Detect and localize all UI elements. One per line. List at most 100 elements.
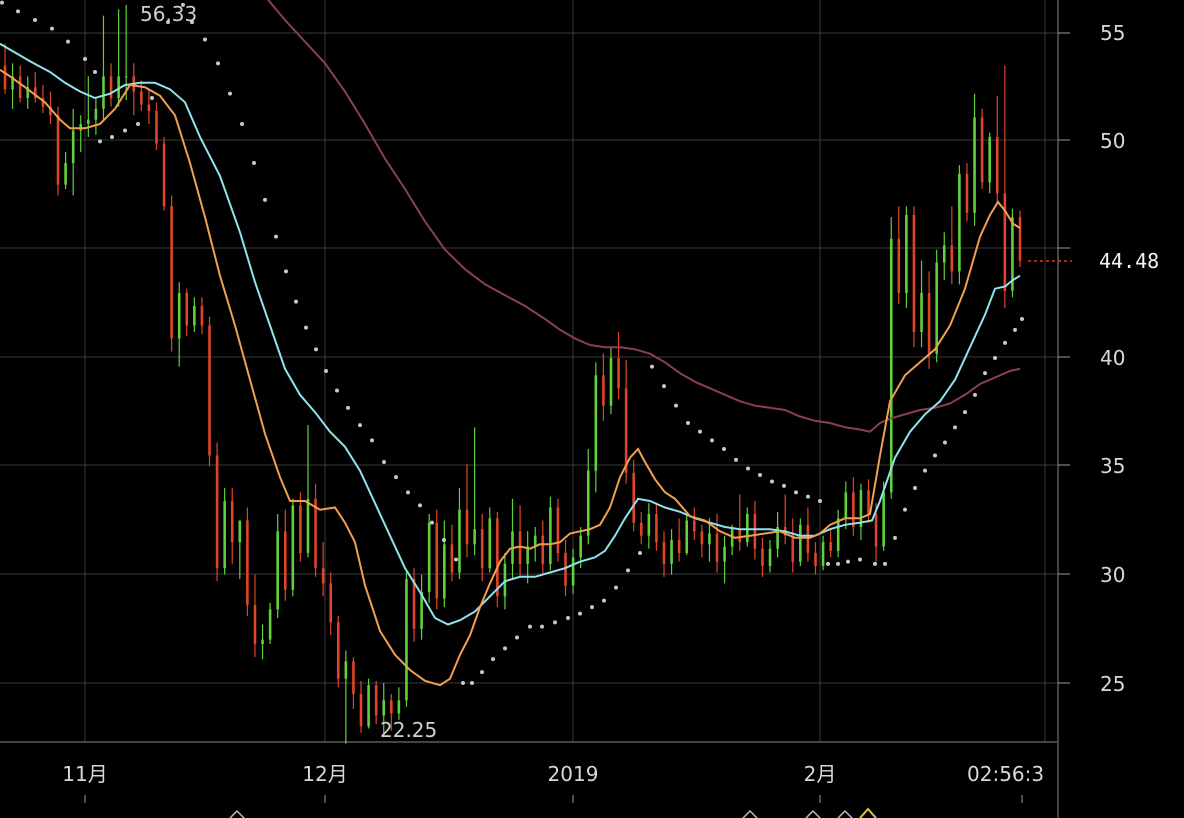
sar-dot [0, 0, 4, 5]
candle-body [806, 524, 810, 553]
candle-body [859, 490, 863, 527]
price-tick-label: 30 [1100, 563, 1125, 587]
candle-body [768, 548, 772, 566]
candle-body [321, 568, 325, 584]
candle-body [246, 520, 249, 605]
candle-body [329, 583, 333, 623]
sar-dot [324, 369, 328, 373]
candle-body [465, 509, 469, 545]
event-marker-icon[interactable] [742, 809, 758, 818]
candle-body [609, 358, 613, 406]
sar-dot [662, 384, 666, 389]
candle-body [662, 542, 666, 564]
candle-body [314, 498, 317, 569]
candle-body [677, 540, 681, 553]
sar-dot [123, 128, 127, 133]
candle-body [374, 685, 378, 716]
candle-body [799, 524, 802, 562]
candle-body [283, 531, 287, 590]
candles [3, 4, 1022, 744]
current-price-label: 44.48 [1099, 249, 1159, 273]
sar-dot [602, 598, 606, 603]
candle-body [715, 533, 719, 562]
candle-body [730, 529, 734, 547]
candle-body [200, 306, 204, 326]
candle-body [927, 293, 931, 354]
sar-dot [578, 611, 582, 616]
candle-body [33, 87, 37, 98]
sar-dot [553, 620, 557, 625]
candle-body [3, 65, 7, 90]
candle-body [738, 529, 742, 543]
candle-body [685, 520, 689, 553]
candle-body [41, 98, 45, 107]
candle-body [935, 262, 938, 354]
candle-body [359, 693, 363, 727]
candle-body [503, 563, 507, 597]
time-tick-label: 2月 [804, 762, 837, 786]
event-marker-icon[interactable] [859, 807, 877, 818]
candle-body [71, 130, 75, 163]
sar-dot [722, 447, 726, 451]
sar-dot [515, 635, 519, 640]
candle-body [980, 117, 984, 183]
sar-dot [83, 57, 87, 61]
event-marker-icon[interactable] [837, 809, 853, 818]
candle-body [140, 91, 143, 105]
candle-body [291, 505, 295, 590]
sar-dot [470, 681, 474, 685]
candle-body [564, 553, 567, 586]
candle-body [852, 492, 855, 527]
candle-body [405, 579, 408, 701]
candle-body [352, 661, 355, 694]
candle-body [655, 514, 658, 543]
sar-dot [710, 438, 714, 443]
candle-body [230, 501, 234, 543]
candle-body [49, 106, 52, 116]
price-tick-label: 35 [1100, 454, 1125, 478]
sar-dot [963, 410, 967, 415]
candle-body [518, 531, 522, 564]
sar-dot [836, 561, 840, 566]
event-markers[interactable] [229, 807, 877, 818]
candle-body [124, 76, 128, 78]
candle-body [170, 206, 173, 339]
candle-body [412, 579, 416, 629]
sar-dot [454, 557, 458, 562]
sar-dot [406, 490, 410, 495]
candle-body [268, 609, 272, 640]
sar-dot [913, 486, 917, 490]
candle-body [390, 700, 393, 714]
candle-body [496, 518, 499, 597]
price-tick-label: 40 [1100, 346, 1125, 370]
candle-body [208, 325, 211, 456]
sar-dot [491, 657, 495, 662]
event-marker-icon[interactable] [805, 809, 821, 818]
sar-dot [806, 494, 810, 499]
candle-body [238, 520, 242, 543]
sar-dot [314, 347, 318, 352]
sar-dot [190, 20, 194, 25]
candle-body [223, 501, 226, 569]
candle-body [753, 514, 757, 549]
candle-body [700, 531, 704, 545]
sar-dot [614, 585, 618, 590]
candle-body [147, 104, 151, 111]
ma-slow-line [266, 0, 1021, 433]
event-marker-icon[interactable] [229, 809, 245, 818]
candle-body [488, 518, 492, 569]
candle-body [988, 137, 992, 183]
sar-dot [136, 122, 140, 126]
candle-body [397, 700, 401, 714]
time-tick-label: 11月 [62, 762, 107, 786]
candle-body [586, 470, 590, 536]
candle-body [177, 293, 181, 339]
candle-body [276, 531, 279, 610]
candle-body [117, 76, 120, 98]
candle-body [950, 245, 954, 272]
candle-body [56, 115, 60, 185]
sar-dot [782, 483, 786, 488]
candle-body [639, 522, 643, 536]
sar-dot [166, 20, 170, 25]
sar-dot [50, 26, 54, 31]
